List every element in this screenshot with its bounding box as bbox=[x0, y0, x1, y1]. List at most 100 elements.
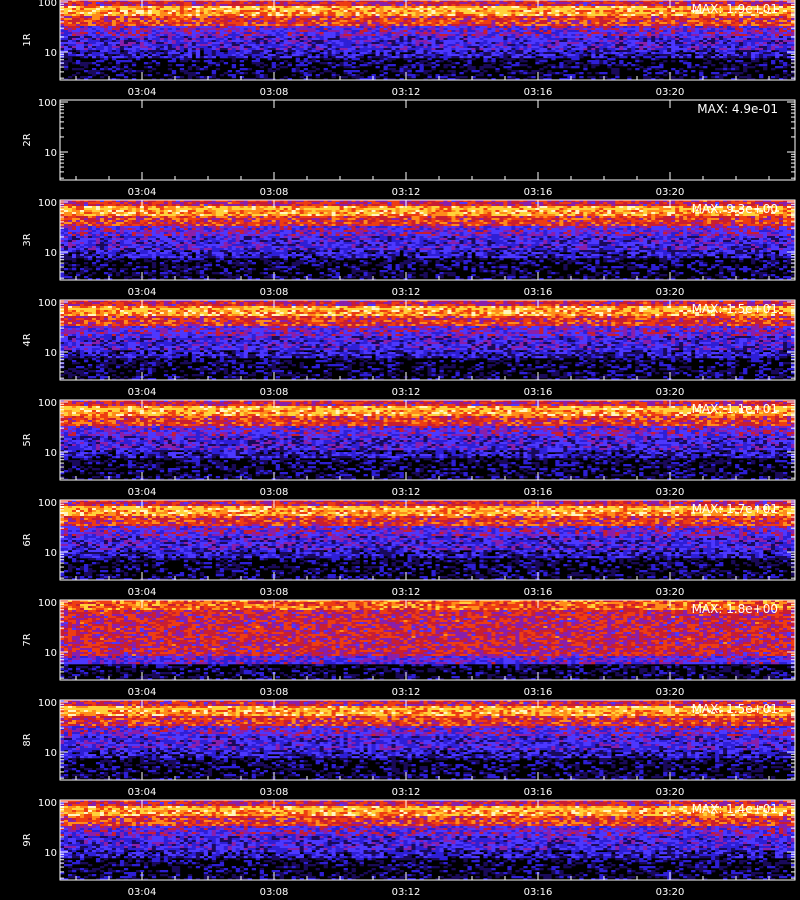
heatmap-cell bbox=[735, 22, 739, 24]
heatmap-cell bbox=[80, 8, 84, 10]
heatmap-cell bbox=[400, 4, 404, 6]
heatmap-cell bbox=[463, 2, 467, 4]
heatmap-cell bbox=[164, 18, 168, 20]
heatmap-cell bbox=[695, 28, 699, 30]
heatmap-cell bbox=[328, 4, 332, 6]
heatmap-cell bbox=[396, 6, 400, 8]
heatmap-cell bbox=[148, 10, 152, 12]
heatmap-cell bbox=[599, 10, 603, 12]
heatmap-cell bbox=[675, 18, 679, 20]
heatmap-cell bbox=[320, 2, 324, 4]
heatmap-cell bbox=[148, 14, 152, 16]
heatmap-cell bbox=[587, 16, 591, 18]
heatmap-cell bbox=[76, 20, 80, 22]
heatmap-cell bbox=[619, 28, 623, 30]
heatmap-cell bbox=[731, 16, 735, 18]
heatmap-cell bbox=[84, 4, 88, 6]
heatmap-cell bbox=[364, 10, 368, 12]
heatmap-cell bbox=[599, 12, 603, 14]
heatmap-cell bbox=[100, 16, 104, 18]
heatmap-cell bbox=[523, 14, 527, 16]
heatmap-cell bbox=[495, 4, 499, 6]
heatmap-cell bbox=[635, 10, 639, 12]
heatmap-cell bbox=[635, 12, 639, 14]
heatmap-cell bbox=[424, 10, 428, 12]
heatmap-cell bbox=[196, 26, 200, 28]
heatmap-cell bbox=[499, 18, 503, 20]
heatmap-cell bbox=[304, 6, 308, 8]
heatmap-cell bbox=[451, 14, 455, 16]
heatmap-cell bbox=[483, 28, 487, 30]
heatmap-cell bbox=[543, 6, 547, 8]
heatmap-cell bbox=[124, 18, 128, 20]
heatmap-cell bbox=[523, 20, 527, 22]
heatmap-cell bbox=[264, 2, 268, 4]
heatmap-cell bbox=[408, 14, 412, 16]
heatmap-cell bbox=[571, 28, 575, 30]
heatmap-cell bbox=[463, 12, 467, 14]
heatmap-cell bbox=[523, 6, 527, 8]
heatmap-cell bbox=[256, 8, 260, 10]
heatmap-cell bbox=[348, 6, 352, 8]
heatmap-cell bbox=[699, 16, 703, 18]
heatmap-cell bbox=[344, 20, 348, 22]
heatmap-cell bbox=[356, 24, 360, 26]
heatmap-cell bbox=[188, 8, 192, 10]
heatmap-cell bbox=[112, 16, 116, 18]
heatmap-cell bbox=[252, 20, 256, 22]
heatmap-cell bbox=[667, 20, 671, 22]
heatmap-cell bbox=[96, 22, 100, 24]
heatmap-cell bbox=[535, 10, 539, 12]
heatmap-cell bbox=[635, 22, 639, 24]
heatmap-cell bbox=[296, 8, 300, 10]
heatmap-cell bbox=[547, 6, 551, 8]
heatmap-cell bbox=[336, 4, 340, 6]
heatmap-cell bbox=[228, 2, 232, 4]
heatmap-cell bbox=[459, 26, 463, 28]
heatmap-cell bbox=[68, 26, 72, 28]
heatmap-cell bbox=[563, 10, 567, 12]
heatmap-cell bbox=[543, 12, 547, 14]
heatmap-cell bbox=[547, 4, 551, 6]
heatmap-cell bbox=[591, 14, 595, 16]
heatmap-cell bbox=[507, 10, 511, 12]
heatmap-cell bbox=[667, 12, 671, 14]
heatmap-cell bbox=[679, 20, 683, 22]
heatmap-cell bbox=[116, 20, 120, 22]
heatmap-cell bbox=[140, 14, 144, 16]
heatmap-cell bbox=[252, 8, 256, 10]
heatmap-cell bbox=[240, 2, 244, 4]
heatmap-cell bbox=[455, 8, 459, 10]
heatmap-cell bbox=[240, 16, 244, 18]
heatmap-cell bbox=[583, 4, 587, 6]
heatmap-cell bbox=[663, 14, 667, 16]
heatmap-cell bbox=[64, 6, 68, 8]
heatmap-cell bbox=[264, 10, 268, 12]
heatmap-cell bbox=[348, 8, 352, 10]
heatmap-cell bbox=[515, 26, 519, 28]
heatmap-cell bbox=[184, 16, 188, 18]
heatmap-cell bbox=[699, 26, 703, 28]
heatmap-cell bbox=[180, 2, 184, 4]
heatmap-cell bbox=[172, 6, 176, 8]
heatmap-cell bbox=[256, 18, 260, 20]
heatmap-cell bbox=[328, 22, 332, 24]
heatmap-cell bbox=[316, 12, 320, 14]
heatmap-cell bbox=[743, 18, 747, 20]
heatmap-cell bbox=[260, 4, 264, 6]
heatmap-cell bbox=[507, 14, 511, 16]
heatmap-cell bbox=[360, 22, 364, 24]
heatmap-cell bbox=[591, 10, 595, 12]
heatmap-cell bbox=[188, 6, 192, 8]
heatmap-cell bbox=[84, 28, 88, 30]
heatmap-cell bbox=[300, 22, 304, 24]
heatmap-cell bbox=[268, 18, 272, 20]
heatmap-cell bbox=[292, 6, 296, 8]
heatmap-cell bbox=[272, 22, 276, 24]
heatmap-cell bbox=[368, 6, 372, 8]
heatmap-cell bbox=[420, 10, 424, 12]
heatmap-cell bbox=[663, 16, 667, 18]
heatmap-cell bbox=[412, 24, 416, 26]
heatmap-cell bbox=[320, 10, 324, 12]
heatmap-cell bbox=[559, 28, 563, 30]
